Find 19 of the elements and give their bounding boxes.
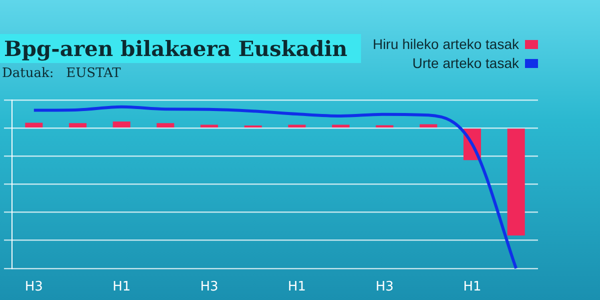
bar xyxy=(420,124,438,128)
chart-title: Bpg-aren bilakaera Euskadin xyxy=(0,34,362,63)
text: Datuak: EUSTAT xyxy=(2,66,121,81)
bar xyxy=(507,128,525,236)
bar xyxy=(68,123,87,128)
bar xyxy=(288,124,306,128)
legend-label: Hiru hileko arteko tasak xyxy=(372,36,519,52)
bar xyxy=(112,121,130,128)
bar xyxy=(332,124,350,128)
bar xyxy=(200,124,218,128)
x-tick-label: H3 xyxy=(24,280,43,295)
legend-label: Urte arteko tasak xyxy=(412,55,519,71)
x-tick-label: H1 xyxy=(112,280,131,295)
x-tick-label: H1 xyxy=(288,280,306,295)
x-tick-label: H3 xyxy=(200,280,218,295)
bar xyxy=(25,122,43,128)
x-tick-label: H3 xyxy=(376,280,394,295)
bar xyxy=(156,123,174,128)
x-tick-label: H1 xyxy=(463,280,482,295)
